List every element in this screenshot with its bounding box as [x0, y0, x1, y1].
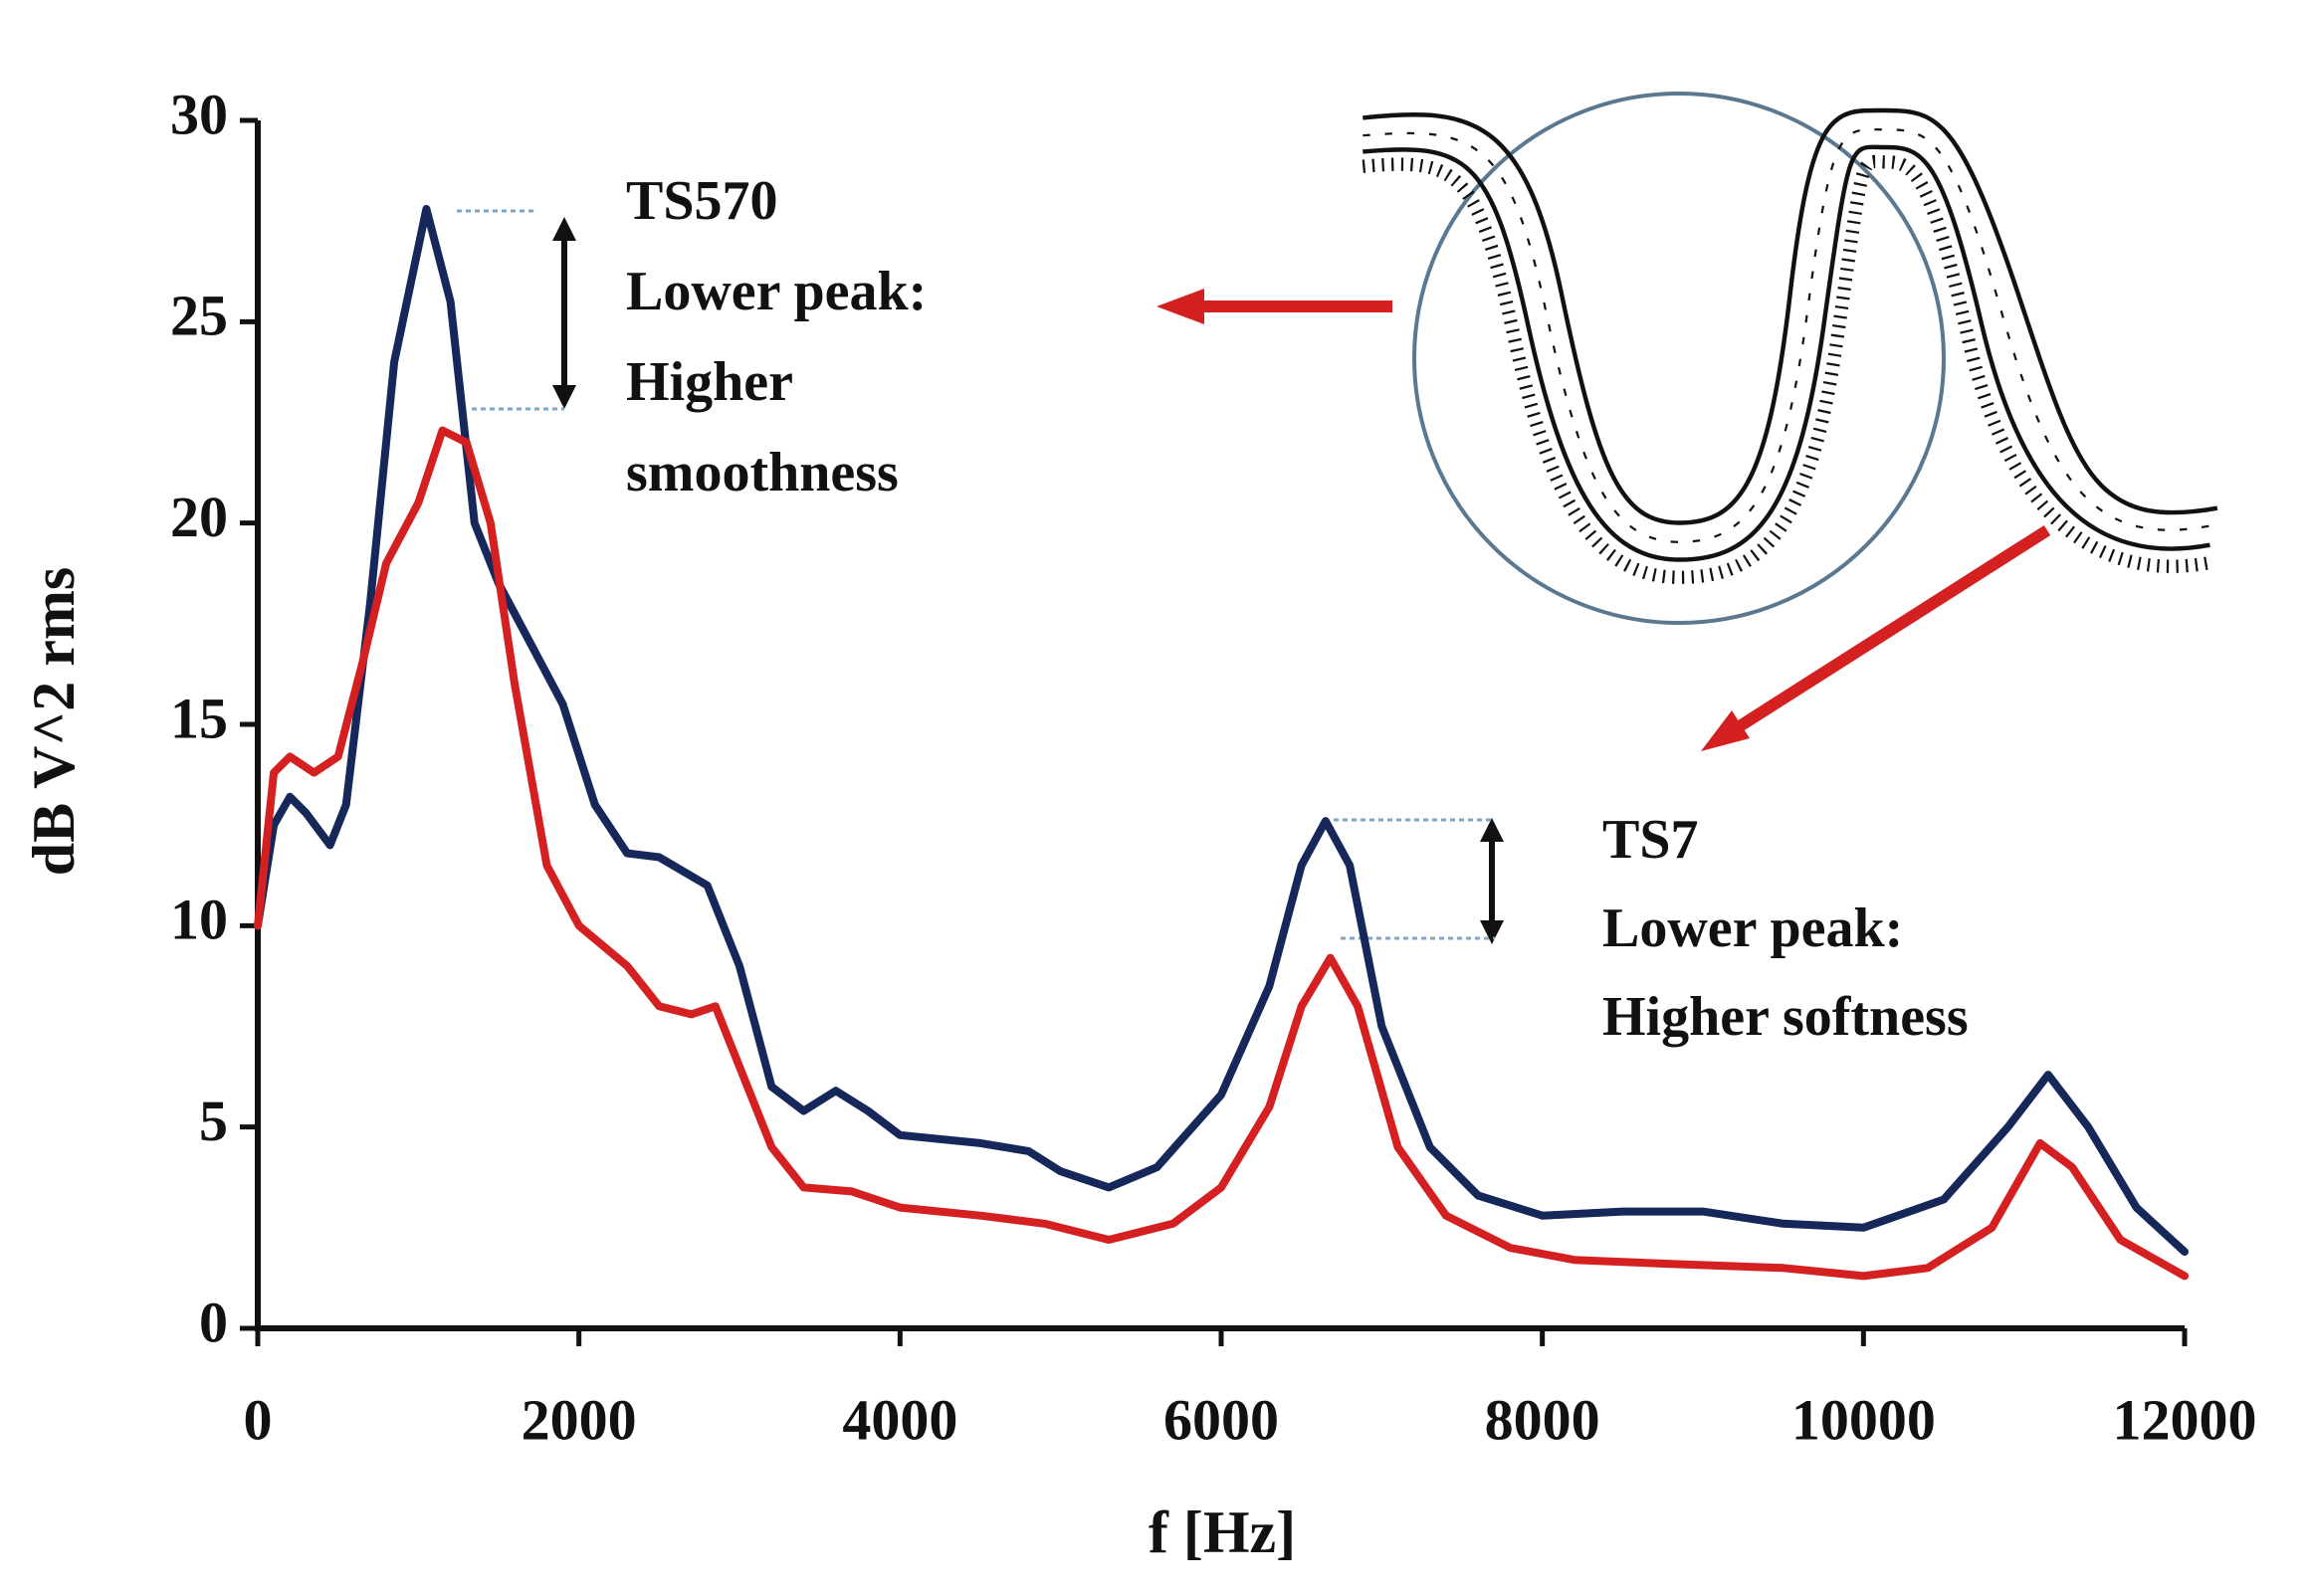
- y-tick-label: 0: [199, 1290, 228, 1354]
- wave: [1362, 107, 2218, 584]
- fabric-illustration: [1362, 92, 2218, 625]
- annotation: Lower peak:: [626, 261, 927, 322]
- annotation: TS7: [1602, 809, 1699, 871]
- annotation: Higher softness: [1602, 986, 1969, 1048]
- x-tick-label: 2000: [522, 1387, 637, 1452]
- x-tick-label: 10000: [1791, 1387, 1936, 1452]
- annotation: smoothness: [626, 442, 899, 503]
- y-tick-label: 25: [170, 284, 228, 348]
- y-tick-label: 15: [170, 686, 228, 750]
- red-arrow-head: [1701, 710, 1750, 751]
- dotted-guides: [457, 209, 1495, 940]
- x-tick-label: 4000: [842, 1387, 957, 1452]
- arrow-head: [552, 217, 576, 241]
- x-tick-label: 0: [244, 1387, 273, 1452]
- annotation: TS570: [626, 170, 778, 232]
- y-tick-label: 20: [170, 485, 228, 549]
- zoom-circle: [1412, 92, 1946, 625]
- x-tick-label: 12000: [2113, 1387, 2257, 1452]
- y-tick-label: 30: [170, 82, 228, 146]
- annotation: Higher: [626, 351, 793, 413]
- arrow-head: [552, 385, 576, 409]
- arrow-head: [1480, 920, 1504, 944]
- y-tick-label: 5: [199, 1089, 228, 1153]
- line-series: [254, 426, 2189, 1281]
- red-arrow-head: [1156, 289, 1204, 324]
- arrows: [457, 209, 2051, 944]
- y-axis-label: dB V^2 rms: [21, 567, 87, 876]
- arrow-head: [1480, 818, 1504, 842]
- red-arrow: [1728, 524, 2051, 737]
- x-tick-label: 8000: [1485, 1387, 1600, 1452]
- y-tick-label: 10: [170, 888, 228, 952]
- x-tick-label: 6000: [1163, 1387, 1279, 1452]
- line-series: [254, 205, 2189, 1257]
- x-axis-label: f [Hz]: [1149, 1499, 1296, 1565]
- annotation: Lower peak:: [1602, 898, 1903, 959]
